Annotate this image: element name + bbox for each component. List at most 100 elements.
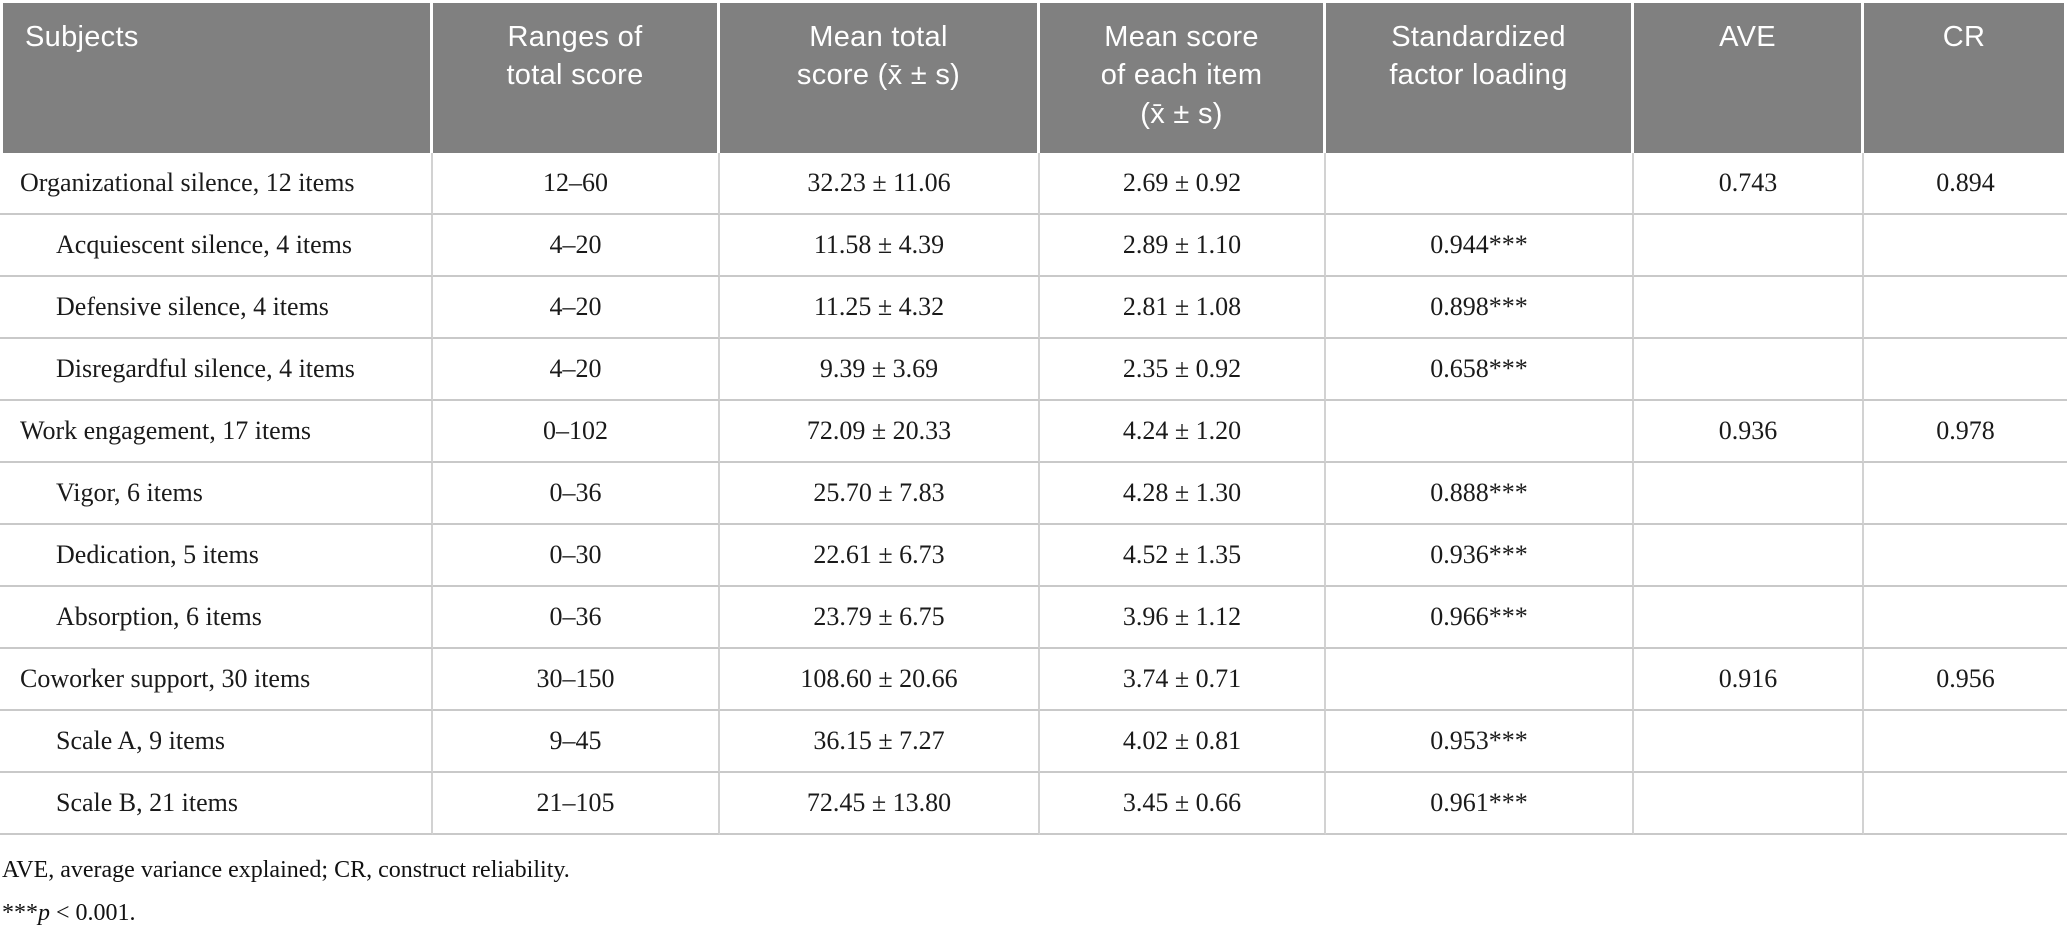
cell-subject: Scale B, 21 items — [0, 773, 433, 835]
cell-ave: 0.936 — [1634, 401, 1864, 463]
table-header: Subjects Ranges of total score Mean tota… — [0, 0, 2067, 153]
header-row: Subjects Ranges of total score Mean tota… — [0, 0, 2067, 153]
cell-range: 0–102 — [433, 401, 720, 463]
table-row: Scale A, 9 items 9–45 36.15 ± 7.27 4.02 ± 0… — [0, 711, 2067, 773]
cell-mean-item: 4.02 ± 0.81 — [1040, 711, 1326, 773]
cell-cr — [1864, 587, 2067, 649]
table-body: Organizational silence, 12 items 12–60 32.… — [0, 153, 2067, 835]
cell-mean-total: 9.39 ± 3.69 — [720, 339, 1040, 401]
cell-ave — [1634, 339, 1864, 401]
cell-mean-total: 22.61 ± 6.73 — [720, 525, 1040, 587]
table-row: Absorption, 6 items 0–36 23.79 ± 6.75 3.96 … — [0, 587, 2067, 649]
column-header-cr: CR — [1864, 0, 2067, 153]
cell-subject: Vigor, 6 items — [0, 463, 433, 525]
cell-subject: Organizational silence, 12 items — [0, 153, 433, 215]
cell-mean-total: 23.79 ± 6.75 — [720, 587, 1040, 649]
table-footnotes: AVE, average variance explained; CR, con… — [0, 835, 2067, 931]
column-header-mean-item: Mean score of each item (x̄ ± s) — [1040, 0, 1326, 153]
abbreviations-footnote: AVE, average variance explained; CR, con… — [2, 857, 570, 883]
cell-range: 0–36 — [433, 587, 720, 649]
table-row: Organizational silence, 12 items 12–60 32.… — [0, 153, 2067, 215]
table-row: Coworker support, 30 items 30–150 108.60 ±… — [0, 649, 2067, 711]
cell-ave: 0.743 — [1634, 153, 1864, 215]
cell-range: 0–36 — [433, 463, 720, 525]
cell-mean-item: 3.74 ± 0.71 — [1040, 649, 1326, 711]
cell-subject: Work engagement, 17 items — [0, 401, 433, 463]
cell-ave — [1634, 463, 1864, 525]
cell-mean-total: 25.70 ± 7.83 — [720, 463, 1040, 525]
cell-cr: 0.978 — [1864, 401, 2067, 463]
cell-factor-loading — [1326, 153, 1634, 215]
cell-cr — [1864, 773, 2067, 835]
cell-mean-item: 2.81 ± 1.08 — [1040, 277, 1326, 339]
table-row: Work engagement, 17 items 0–102 72.09 ± 20… — [0, 401, 2067, 463]
cell-mean-item: 2.35 ± 0.92 — [1040, 339, 1326, 401]
cell-mean-item: 3.45 ± 0.66 — [1040, 773, 1326, 835]
cell-cr — [1864, 711, 2067, 773]
cell-ave: 0.916 — [1634, 649, 1864, 711]
cell-mean-item: 4.52 ± 1.35 — [1040, 525, 1326, 587]
cell-range: 4–20 — [433, 339, 720, 401]
cell-factor-loading — [1326, 649, 1634, 711]
cell-ave — [1634, 215, 1864, 277]
cell-mean-total: 72.45 ± 13.80 — [720, 773, 1040, 835]
cell-cr — [1864, 215, 2067, 277]
cell-range: 4–20 — [433, 277, 720, 339]
cell-factor-loading: 0.953*** — [1326, 711, 1634, 773]
cell-subject: Absorption, 6 items — [0, 587, 433, 649]
significance-stars: *** — [2, 899, 38, 926]
cell-mean-item: 3.96 ± 1.12 — [1040, 587, 1326, 649]
cell-range: 21–105 — [433, 773, 720, 835]
table-row: Defensive silence, 4 items 4–20 11.25 ± 4.… — [0, 277, 2067, 339]
cell-subject: Defensive silence, 4 items — [0, 277, 433, 339]
cell-factor-loading — [1326, 401, 1634, 463]
table-row: Disregardful silence, 4 items 4–20 9.39 ± … — [0, 339, 2067, 401]
cell-mean-item: 4.24 ± 1.20 — [1040, 401, 1326, 463]
column-header-mean-total: Mean total score (x̄ ± s) — [720, 0, 1040, 153]
cell-subject: Acquiescent silence, 4 items — [0, 215, 433, 277]
cell-ave — [1634, 773, 1864, 835]
table-row: Scale B, 21 items 21–105 72.45 ± 13.80 3.45… — [0, 773, 2067, 835]
cell-cr — [1864, 463, 2067, 525]
cell-subject: Coworker support, 30 items — [0, 649, 433, 711]
cell-ave — [1634, 587, 1864, 649]
column-header-subjects: Subjects — [0, 0, 433, 153]
cell-subject: Disregardful silence, 4 items — [0, 339, 433, 401]
table-row: Acquiescent silence, 4 items 4–20 11.58 ± … — [0, 215, 2067, 277]
cell-cr — [1864, 339, 2067, 401]
significance-footnote: ***p < 0.001. — [2, 896, 2063, 931]
cell-factor-loading: 0.936*** — [1326, 525, 1634, 587]
cell-cr — [1864, 277, 2067, 339]
cell-cr: 0.894 — [1864, 153, 2067, 215]
cell-subject: Scale A, 9 items — [0, 711, 433, 773]
cell-factor-loading: 0.898*** — [1326, 277, 1634, 339]
cell-subject: Dedication, 5 items — [0, 525, 433, 587]
cell-cr: 0.956 — [1864, 649, 2067, 711]
cell-cr — [1864, 525, 2067, 587]
cell-factor-loading: 0.888*** — [1326, 463, 1634, 525]
cell-ave — [1634, 525, 1864, 587]
cell-mean-total: 11.25 ± 4.32 — [720, 277, 1040, 339]
cell-mean-item: 4.28 ± 1.30 — [1040, 463, 1326, 525]
significance-symbol: p — [38, 899, 50, 926]
cell-range: 30–150 — [433, 649, 720, 711]
cell-factor-loading: 0.658*** — [1326, 339, 1634, 401]
cell-mean-total: 72.09 ± 20.33 — [720, 401, 1040, 463]
cell-mean-total: 32.23 ± 11.06 — [720, 153, 1040, 215]
table-row: Dedication, 5 items 0–30 22.61 ± 6.73 4.52 … — [0, 525, 2067, 587]
cell-range: 4–20 — [433, 215, 720, 277]
cell-range: 0–30 — [433, 525, 720, 587]
cell-range: 12–60 — [433, 153, 720, 215]
cell-mean-total: 108.60 ± 20.66 — [720, 649, 1040, 711]
significance-threshold: < 0.001. — [50, 899, 136, 926]
cell-factor-loading: 0.961*** — [1326, 773, 1634, 835]
cell-factor-loading: 0.966*** — [1326, 587, 1634, 649]
cell-mean-item: 2.69 ± 0.92 — [1040, 153, 1326, 215]
column-header-ave: AVE — [1634, 0, 1864, 153]
validity-reliability-table: Subjects Ranges of total score Mean tota… — [0, 0, 2067, 835]
cell-mean-total: 11.58 ± 4.39 — [720, 215, 1040, 277]
column-header-factor-loading: Standardized factor loading — [1326, 0, 1634, 153]
column-header-ranges: Ranges of total score — [433, 0, 720, 153]
cell-ave — [1634, 711, 1864, 773]
